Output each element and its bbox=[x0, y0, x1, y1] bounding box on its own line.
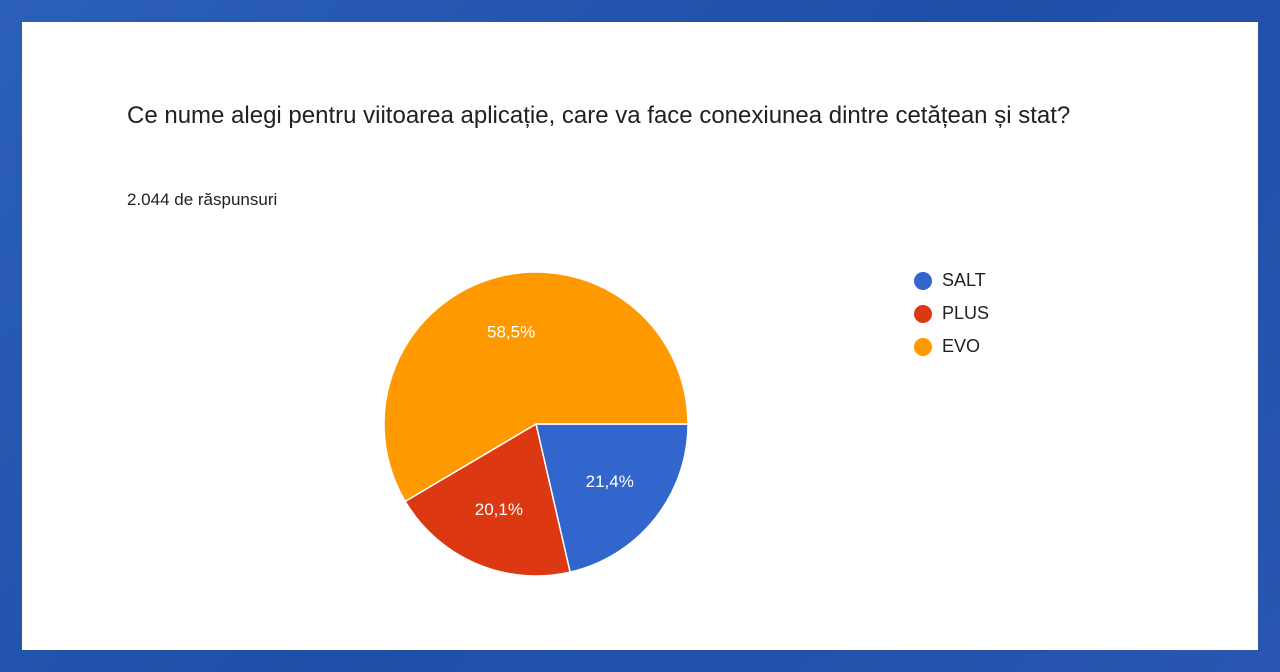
pie-slice bbox=[404, 422, 571, 577]
card: Ce nume alegi pentru viitoarea aplicație… bbox=[22, 22, 1258, 650]
legend-label: PLUS bbox=[942, 303, 989, 323]
legend-label: EVO bbox=[942, 336, 980, 356]
chart: 21,4% 20,1% 58,5% SALT PLUS EVO bbox=[383, 270, 989, 577]
slice-label: 20,1% bbox=[475, 500, 523, 519]
legend-swatch bbox=[914, 338, 932, 356]
slice-label: 58,5% bbox=[487, 323, 535, 342]
legend-label: SALT bbox=[942, 270, 986, 290]
legend-swatch bbox=[914, 305, 932, 323]
chart-subtitle: 2.044 de răspunsuri bbox=[127, 190, 278, 209]
pie-slice bbox=[383, 271, 689, 503]
slice-label: 21,4% bbox=[586, 472, 634, 491]
pie-slice bbox=[535, 423, 689, 574]
chart-title: Ce nume alegi pentru viitoarea aplicație… bbox=[127, 102, 1071, 129]
legend-swatch bbox=[914, 272, 932, 290]
